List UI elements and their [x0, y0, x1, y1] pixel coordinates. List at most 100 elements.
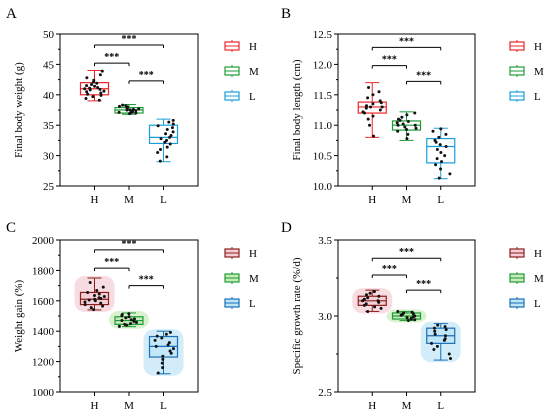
data-point [99, 91, 103, 95]
data-point [159, 148, 163, 152]
data-point [171, 118, 175, 122]
significance-label: *** [416, 279, 431, 290]
y-tick-label: 11.0 [313, 120, 332, 132]
data-point [123, 322, 127, 326]
significance-bracket: *** [371, 247, 442, 262]
data-point [433, 329, 437, 333]
data-point [439, 127, 443, 131]
data-point [120, 312, 124, 316]
panel-d: D 2.5 3.0 3.5 Specific growth rate (%/d) H M L *… [281, 220, 544, 412]
data-point [169, 351, 173, 355]
y-tick-label: 3.5 [318, 235, 332, 247]
data-point [371, 93, 375, 97]
data-point [435, 148, 439, 152]
data-point [395, 121, 399, 125]
y-tick-label: 3.0 [318, 311, 332, 323]
data-point [132, 319, 136, 323]
y-axis-title: Specific growth rate (%/d) [291, 257, 303, 374]
legend-label: M [534, 273, 544, 285]
data-point [85, 76, 89, 80]
legend-label: L [249, 298, 256, 310]
data-point [99, 93, 103, 97]
data-point [92, 293, 96, 297]
legend-item-m: M [509, 65, 544, 78]
y-tick-label: 35 [43, 120, 55, 132]
data-point [377, 90, 381, 94]
data-point [134, 109, 138, 113]
data-point [168, 349, 172, 353]
legend-item-m: M [509, 272, 544, 285]
data-point [436, 323, 440, 327]
data-point [168, 142, 172, 146]
significance-bracket: *** [94, 34, 164, 48]
data-point [156, 151, 160, 155]
x-tick-label: M [402, 194, 412, 206]
data-point [120, 319, 124, 323]
data-point [364, 106, 368, 110]
y-tick-label: 1800 [32, 265, 55, 277]
significance-bracket: *** [128, 275, 164, 289]
data-point [97, 98, 101, 102]
data-point [443, 325, 447, 329]
data-point [137, 107, 141, 111]
data-point [117, 104, 121, 108]
significance-bracket: *** [94, 239, 164, 253]
data-point [88, 281, 92, 285]
data-point [432, 326, 436, 330]
data-point [101, 285, 105, 289]
data-point [134, 320, 138, 324]
box-l [143, 329, 184, 376]
data-point [170, 126, 174, 130]
y-tick-label: 1400 [32, 326, 55, 338]
data-point [371, 114, 375, 118]
legend-label: L [534, 91, 541, 103]
legend-label: L [534, 298, 541, 310]
data-point [91, 95, 95, 99]
data-point [121, 103, 125, 107]
legend-label: L [249, 91, 256, 103]
data-point [85, 84, 89, 88]
data-point [448, 172, 452, 176]
data-point [373, 305, 377, 309]
box-l [426, 127, 456, 180]
legend-item-m: M [224, 65, 259, 78]
data-point [93, 297, 97, 301]
data-point [362, 297, 366, 301]
data-point [164, 332, 168, 336]
significance-bracket: *** [128, 70, 164, 84]
data-point [88, 86, 92, 90]
data-point [371, 102, 375, 106]
data-point [97, 296, 101, 300]
legend-label: M [249, 273, 259, 285]
data-point [413, 318, 417, 322]
data-point [406, 319, 410, 323]
data-point [95, 288, 99, 292]
data-point [438, 143, 442, 147]
data-point [396, 129, 400, 133]
data-point [89, 306, 93, 310]
data-point [376, 299, 380, 303]
data-point [117, 110, 121, 114]
data-point [372, 134, 376, 138]
data-point [86, 290, 90, 294]
legend-item-h: H [509, 40, 542, 53]
data-point [161, 357, 165, 361]
data-point [153, 338, 157, 342]
data-point [102, 295, 106, 299]
panel-letter: A [6, 6, 17, 22]
data-point [439, 167, 443, 171]
data-point [85, 90, 89, 94]
panel-letter: D [281, 220, 292, 236]
data-point [444, 144, 448, 148]
box-m [391, 111, 422, 141]
data-point [167, 120, 171, 124]
data-point [364, 302, 368, 306]
panel-b: B 10.0 10.5 11.0 11.5 12.0 12.5 Final body leng… [281, 6, 544, 206]
box-m [386, 309, 427, 323]
data-point [155, 334, 159, 338]
data-point [413, 314, 417, 318]
data-point [365, 104, 369, 108]
data-point [361, 110, 365, 114]
data-point [435, 157, 439, 161]
data-point [132, 317, 136, 321]
